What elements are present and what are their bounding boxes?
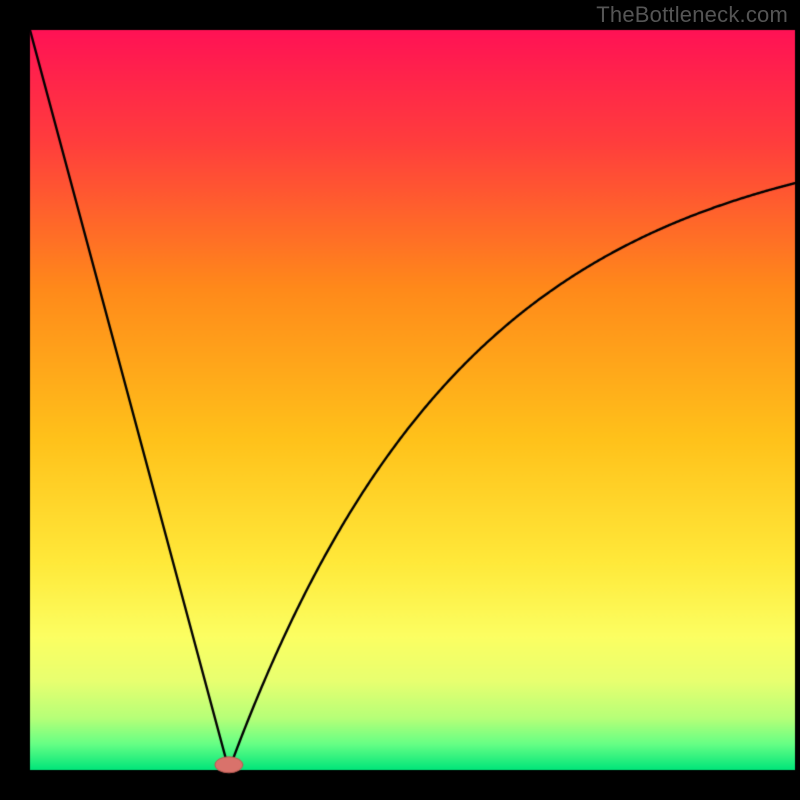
curve-plot xyxy=(0,0,800,800)
watermark-text: TheBottleneck.com xyxy=(596,2,788,28)
chart-container: TheBottleneck.com xyxy=(0,0,800,800)
